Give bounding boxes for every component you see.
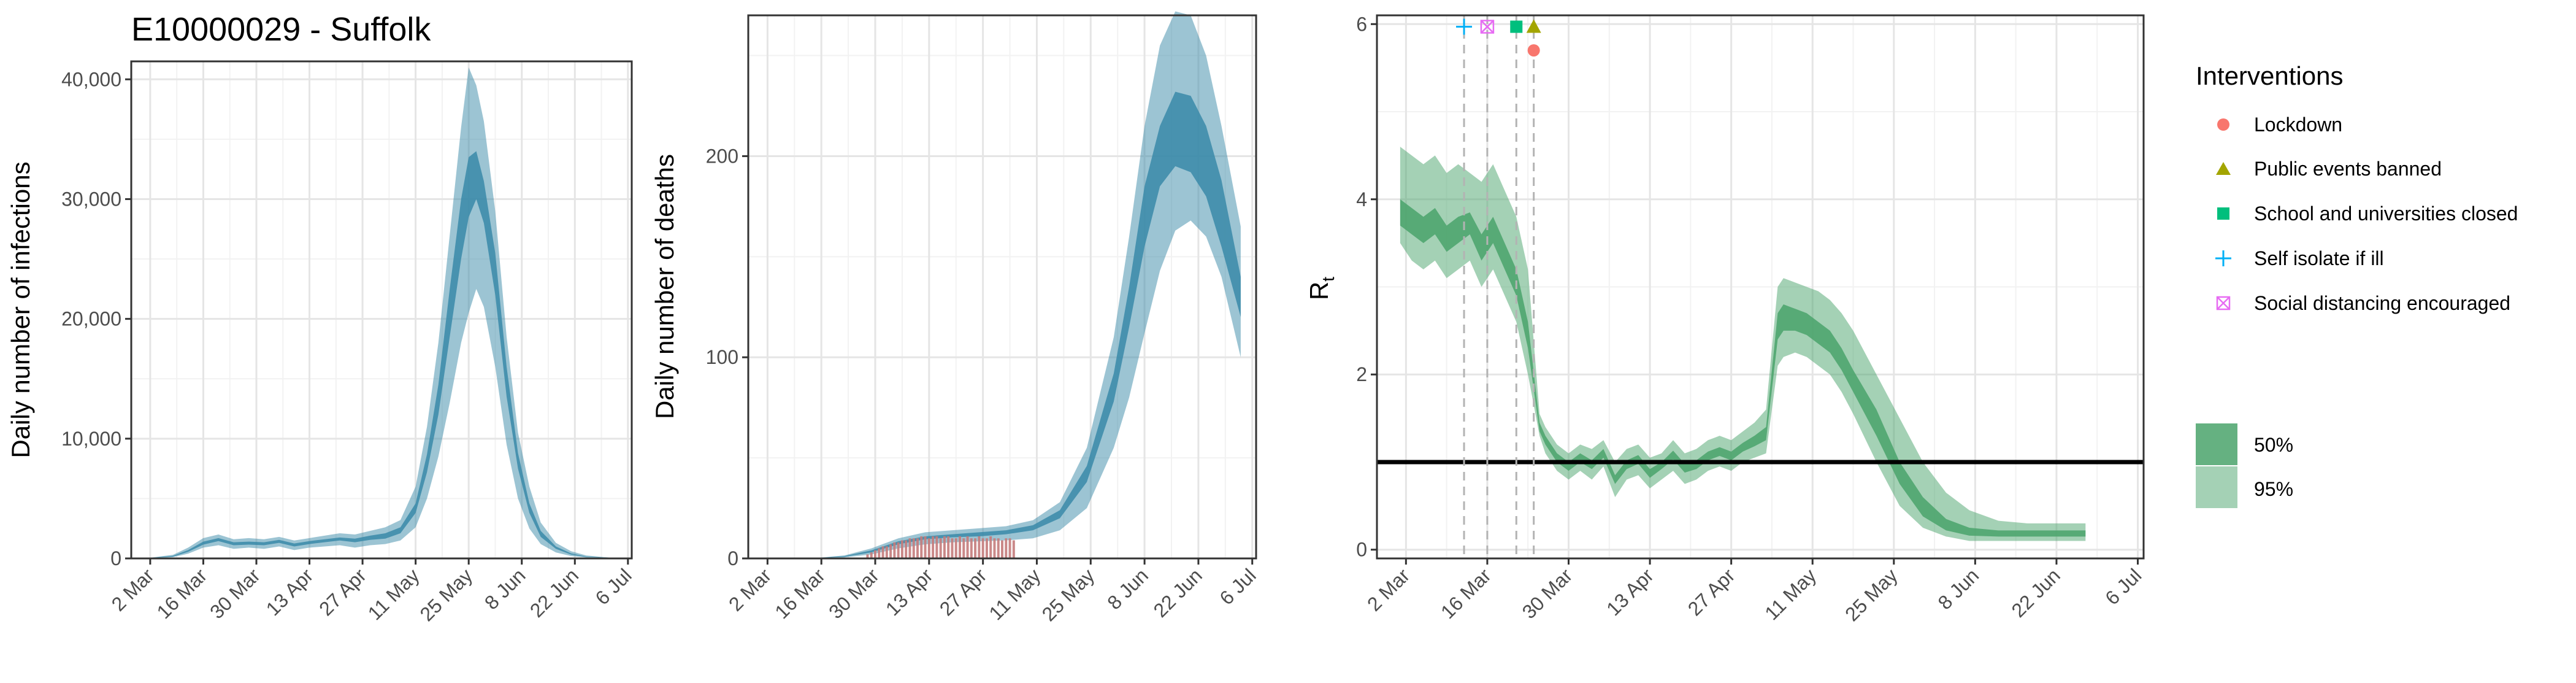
observed-death-bar	[974, 538, 976, 558]
observed-death-bar	[940, 538, 942, 558]
observed-death-bar	[1009, 538, 1011, 558]
observed-death-bar	[951, 538, 953, 558]
observed-death-bar	[878, 549, 880, 558]
intervention-marker-square	[1510, 21, 1522, 33]
observed-death-bar	[913, 538, 915, 558]
observed-death-bar	[889, 544, 892, 558]
observed-death-bar	[1013, 541, 1015, 559]
y-tick-label: 6	[1356, 13, 1367, 35]
legend-label: Self isolate if ill	[2254, 247, 2384, 269]
observed-death-bar	[901, 541, 903, 559]
observed-death-bar	[935, 536, 938, 558]
legend-title: Interventions	[2196, 61, 2343, 90]
intervention-marker-circle	[1528, 44, 1540, 56]
plot-area	[131, 61, 632, 558]
band-swatch-50	[2196, 423, 2237, 465]
legend-label: 95%	[2254, 478, 2293, 500]
y-tick-label: 20,000	[61, 308, 121, 330]
observed-death-bar	[886, 546, 888, 558]
legend-label: Public events banned	[2254, 158, 2442, 180]
observed-death-bar	[908, 538, 911, 558]
legend-label: School and universities closed	[2254, 203, 2518, 225]
observed-death-bar	[882, 546, 884, 558]
y-tick-label: 0	[110, 547, 121, 569]
chart-title: E10000029 - Suffolk	[131, 11, 431, 48]
observed-death-bar	[893, 542, 895, 558]
observed-death-bar	[874, 550, 876, 558]
observed-death-bar	[978, 536, 980, 558]
observed-death-bar	[967, 536, 969, 558]
observed-death-bar	[947, 536, 949, 558]
observed-death-bar	[986, 538, 988, 558]
observed-death-bar	[897, 542, 900, 558]
observed-death-bar	[943, 536, 946, 558]
y-axis-title-subscript: t	[1319, 277, 1338, 282]
y-tick-label: 4	[1356, 188, 1367, 210]
y-tick-label: 200	[706, 145, 738, 167]
y-tick-label: 100	[706, 346, 738, 368]
y-tick-label: 40,000	[61, 68, 121, 90]
observed-death-bar	[982, 538, 984, 558]
square-icon	[2217, 207, 2229, 220]
observed-death-bar	[1001, 541, 1003, 559]
legend-item-schools: School and universities closed	[2217, 203, 2518, 225]
y-tick-label: 0	[727, 547, 738, 569]
observed-death-bar	[962, 538, 965, 558]
observed-death-bar	[997, 538, 1000, 558]
observed-death-bar	[920, 536, 922, 558]
observed-death-bar	[932, 536, 934, 558]
observed-death-bar	[928, 538, 930, 558]
legend-label: Lockdown	[2254, 114, 2342, 136]
y-tick-label: 30,000	[61, 188, 121, 210]
observed-death-bar	[993, 538, 995, 558]
legend-item-social-distancing: Social distancing encouraged	[2217, 292, 2510, 314]
y-tick-label: 10,000	[61, 428, 121, 450]
observed-death-bar	[924, 536, 927, 558]
y-tick-label: 0	[1356, 539, 1367, 561]
band-swatch-95	[2196, 466, 2237, 508]
circle-icon	[2217, 118, 2229, 131]
observed-death-bar	[970, 538, 973, 558]
observed-death-bar	[916, 538, 919, 558]
observed-death-bar	[959, 536, 961, 558]
observed-death-bar	[989, 536, 992, 558]
legend-label: Social distancing encouraged	[2254, 292, 2510, 314]
legend-label: 50%	[2254, 434, 2293, 456]
observed-death-bar	[905, 541, 907, 559]
observed-death-bar	[1005, 538, 1007, 558]
y-tick-label: 2	[1356, 363, 1367, 385]
y-axis-title: Daily number of deaths	[650, 154, 679, 419]
observed-death-bar	[955, 538, 957, 558]
y-axis-title: Daily number of infections	[6, 161, 35, 458]
